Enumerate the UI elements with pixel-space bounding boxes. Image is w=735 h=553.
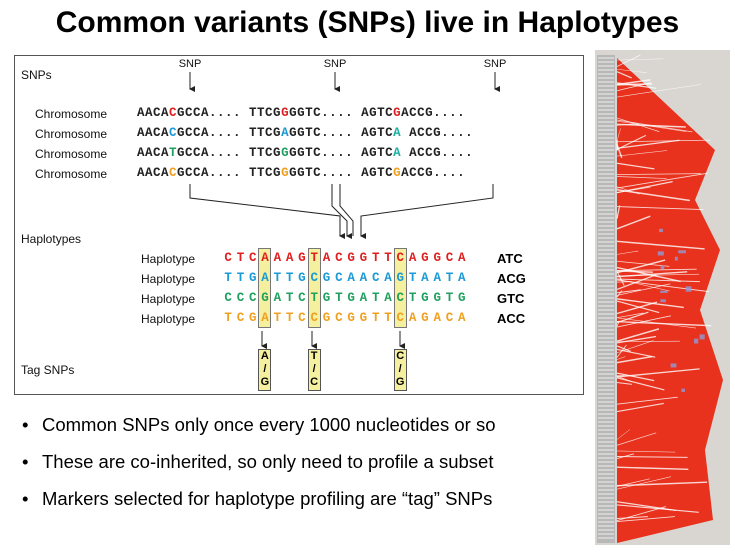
chromosome-sequence: AACACGCCA.... TTCGAGGTC.... AGTCA ACCG..… xyxy=(137,126,474,140)
bullet-item: These are co-inherited, so only need to … xyxy=(22,451,496,473)
tag-snp-allele: / xyxy=(398,363,402,375)
connector-arrows xyxy=(189,72,500,349)
ld-triangle xyxy=(617,58,723,543)
highlight-column xyxy=(393,248,407,328)
slide-title: Common variants (SNPs) live in Haplotype… xyxy=(55,6,680,39)
tag-snp-allele: C xyxy=(396,350,405,362)
tag-snps-section-label: Tag SNPs xyxy=(21,363,75,377)
snp-allele: C xyxy=(169,106,178,120)
haplotype-code: ACG xyxy=(497,271,526,286)
tag-snp-allele: G xyxy=(260,376,270,388)
snp-marker-label: SNP xyxy=(483,58,507,70)
haplotype-code: ACC xyxy=(497,311,526,326)
snp-allele: A xyxy=(393,146,402,160)
funnel-line xyxy=(331,184,352,239)
snps-section-label: SNPs xyxy=(21,68,52,82)
tag-snp-allele: C xyxy=(310,376,319,388)
snp-marker-label: SNP xyxy=(323,58,347,70)
highlight-column xyxy=(258,248,272,328)
haplotypes-section-label: Haplotypes xyxy=(21,232,82,246)
bullet-list: Common SNPs only once every 1000 nucleot… xyxy=(22,414,496,525)
tag-snp-allele: A xyxy=(260,350,269,362)
haplotype-figure: SNPs SNP SNP SNP Chromosome AACACGCCA....… xyxy=(14,55,584,395)
tag-snp-box: A / G xyxy=(258,349,272,391)
snp-allele: A xyxy=(393,126,402,140)
tag-snp-allele: T xyxy=(310,350,318,362)
tag-snp-allele: / xyxy=(312,363,316,375)
tag-snp-allele: G xyxy=(395,376,405,388)
snp-allele: C xyxy=(169,166,178,180)
chromosome-sequence: AACACGCCA.... TTCGGGGTC.... AGTCGACCG...… xyxy=(137,106,466,120)
snp-allele: G xyxy=(281,146,290,160)
bullet-item: Markers selected for haplotype profiling… xyxy=(22,488,496,510)
chromosome-label: Chromosome xyxy=(35,147,108,161)
haplotype-label: Haplotype xyxy=(141,312,196,326)
highlight-column xyxy=(307,248,321,328)
bullet-item: Common SNPs only once every 1000 nucleot… xyxy=(22,414,496,436)
snp-allele: C xyxy=(169,126,178,140)
ld-heatmap xyxy=(595,50,730,545)
snp-allele: T xyxy=(169,146,178,160)
funnel-line xyxy=(360,184,494,239)
haplotype-label: Haplotype xyxy=(141,272,196,286)
ld-marker-strip xyxy=(597,55,615,543)
chromosome-label: Chromosome xyxy=(35,167,108,181)
chromosome-label: Chromosome xyxy=(35,127,108,141)
chromosome-sequence: AACATGCCA.... TTCGGGGTC.... AGTCA ACCG..… xyxy=(137,146,474,160)
tag-snp-box: C / G xyxy=(393,349,407,391)
chromosome-label: Chromosome xyxy=(35,107,108,121)
funnel-line xyxy=(339,184,354,236)
chromosome-sequence: AACACGCCA.... TTCGGGGTC.... AGTCGACCG...… xyxy=(137,166,466,180)
tag-snp-box: T / C xyxy=(307,349,321,391)
haplotype-code: ATC xyxy=(497,251,523,266)
haplotype-label: Haplotype xyxy=(141,292,196,306)
snp-allele: G xyxy=(393,166,402,180)
snp-allele: G xyxy=(393,106,402,120)
haplotype-label: Haplotype xyxy=(141,252,196,266)
tag-snp-allele: / xyxy=(263,363,267,375)
snp-marker-label: SNP xyxy=(178,58,202,70)
snp-allele: G xyxy=(281,106,290,120)
funnel-line xyxy=(189,184,345,239)
snp-allele: A xyxy=(281,126,290,140)
haplotype-code: GTC xyxy=(497,291,525,306)
snp-allele: G xyxy=(281,166,290,180)
